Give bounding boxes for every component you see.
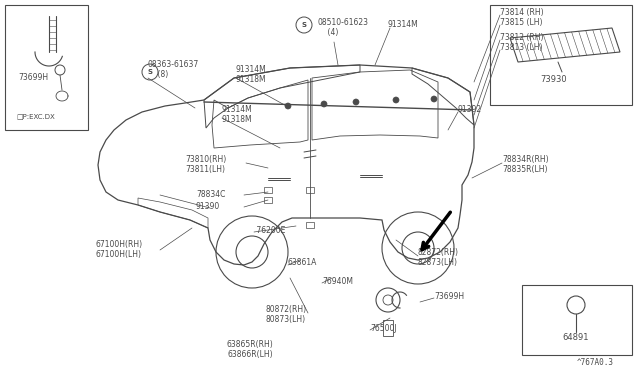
Text: 73812 (RH): 73812 (RH) xyxy=(500,33,543,42)
Text: 76940M: 76940M xyxy=(322,277,353,286)
Text: 73810(RH)
73811(LH): 73810(RH) 73811(LH) xyxy=(185,155,227,174)
Text: 73930: 73930 xyxy=(541,75,567,84)
Text: 78834C: 78834C xyxy=(196,190,225,199)
Bar xyxy=(306,187,314,193)
Circle shape xyxy=(353,99,359,105)
Text: S: S xyxy=(147,69,152,75)
Text: 08363-61637
    (8): 08363-61637 (8) xyxy=(148,60,199,79)
Text: 64891: 64891 xyxy=(563,333,589,342)
Text: 08510-61623
    (4): 08510-61623 (4) xyxy=(318,18,369,38)
Text: 67100H(RH)
67100H(LH): 67100H(RH) 67100H(LH) xyxy=(96,240,143,259)
Text: 73814 (RH): 73814 (RH) xyxy=(500,8,543,17)
Text: 73699H: 73699H xyxy=(18,74,48,83)
Text: 80872(RH)
80873(LH): 80872(RH) 80873(LH) xyxy=(265,305,306,324)
Bar xyxy=(5,5,88,130)
Text: 91314M: 91314M xyxy=(388,20,419,29)
Text: 78834R(RH)
78835R(LH): 78834R(RH) 78835R(LH) xyxy=(502,155,548,174)
Text: □P:EXC.DX: □P:EXC.DX xyxy=(16,113,55,119)
Circle shape xyxy=(285,103,291,109)
Bar xyxy=(490,5,632,105)
Circle shape xyxy=(431,96,437,102)
Text: 73815 (LH): 73815 (LH) xyxy=(500,18,543,27)
Text: ^767A0.3: ^767A0.3 xyxy=(577,358,614,367)
Bar xyxy=(522,285,632,355)
Text: 76500J: 76500J xyxy=(370,324,397,333)
Circle shape xyxy=(321,101,327,107)
Text: 91314M
91318M: 91314M 91318M xyxy=(236,65,267,84)
Text: 63865R(RH)
63866R(LH): 63865R(RH) 63866R(LH) xyxy=(227,340,273,359)
Text: 91314M
91318M: 91314M 91318M xyxy=(222,105,253,124)
Text: 91392: 91392 xyxy=(458,105,482,114)
Text: 82872(RH)
82873(LH): 82872(RH) 82873(LH) xyxy=(418,248,459,267)
Text: 73699H: 73699H xyxy=(434,292,464,301)
Text: S: S xyxy=(301,22,307,28)
Circle shape xyxy=(393,97,399,103)
Bar xyxy=(264,187,272,193)
Bar xyxy=(383,320,393,336)
Text: 76200E: 76200E xyxy=(254,226,285,235)
Text: 73813 (LH): 73813 (LH) xyxy=(500,43,543,52)
Text: 63861A: 63861A xyxy=(288,258,317,267)
Text: 91390: 91390 xyxy=(196,202,220,211)
Bar xyxy=(306,222,314,228)
Bar xyxy=(264,197,272,203)
